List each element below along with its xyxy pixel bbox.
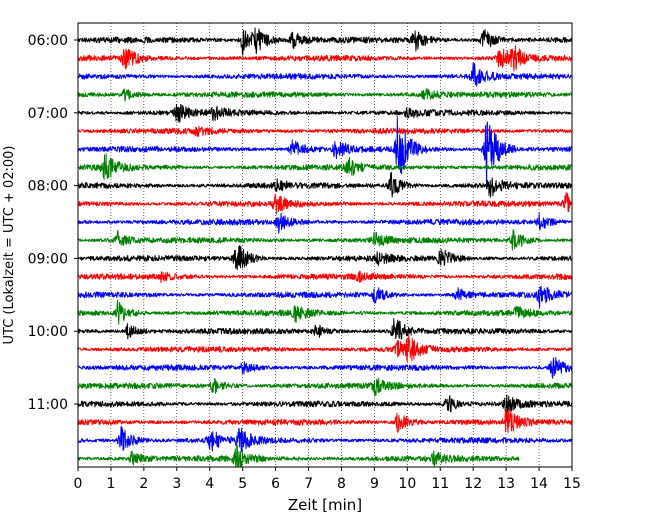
trace-1145 [77,443,520,467]
trace-0900 [77,245,573,271]
x-tick-label: 0 [74,476,83,492]
trace-1045 [77,377,572,397]
trace-0930 [77,285,572,308]
x-tick-label: 12 [464,476,482,492]
trace-0915 [77,270,573,284]
trace-0715 [77,125,573,137]
trace-0600 [77,27,573,56]
trace-1000 [77,318,572,340]
x-tick-label: 3 [172,476,181,492]
x-tick-label: 10 [398,476,416,492]
trace-1115 [77,407,573,434]
x-tick-label: 8 [337,476,346,492]
y-tick-label: 06:00 [28,33,68,49]
trace-0630 [77,62,572,87]
trace-0800 [77,171,573,198]
x-tick-label: 2 [139,476,148,492]
y-axis: 06:00 07:00 08:00 09:00 10:00 11:00 [28,33,78,413]
x-tick-label: 13 [497,476,515,492]
trace-1100 [77,394,573,413]
y-tick-label: 11:00 [28,397,68,413]
y-axis-label: UTC (Lokalzeit = UTC + 02:00) [2,146,17,345]
x-tick-label: 5 [238,476,247,492]
x-tick-label: 6 [271,476,280,492]
x-axis: 0 1 2 3 4 5 6 7 8 9 10 11 12 13 14 15 [74,467,581,492]
x-tick-label: 9 [370,476,379,492]
x-tick-label: 11 [431,476,449,492]
trace-0815 [77,191,573,215]
x-tick-label: 7 [304,476,313,492]
trace-0745 [77,153,572,181]
trace-1015 [77,334,573,363]
trace-0700 [77,104,572,124]
grid [110,23,540,467]
trace-0830 [77,212,573,234]
x-axis-label: Zeit [min] [288,496,362,514]
trace-0615 [77,45,573,72]
x-tick-label: 1 [106,476,115,492]
traces [77,27,573,467]
trace-0845 [77,228,573,251]
x-tick-label: 14 [530,476,548,492]
y-tick-label: 10:00 [28,324,68,340]
plot-frame [77,22,573,468]
y-tick-label: 09:00 [28,251,68,267]
trace-0730 [77,115,573,190]
x-tick-label: 4 [205,476,214,492]
trace-0645 [77,88,573,102]
trace-0945 [77,299,573,325]
trace-1030 [77,356,573,379]
x-tick-label: 15 [563,476,581,492]
y-tick-label: 08:00 [28,179,68,195]
y-tick-label: 07:00 [28,106,68,122]
trace-1130 [77,425,573,453]
